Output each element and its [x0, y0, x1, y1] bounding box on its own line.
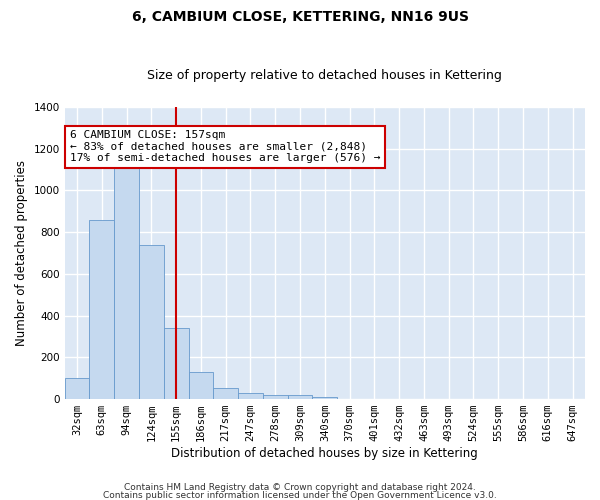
Bar — [114, 150, 139, 399]
Y-axis label: Number of detached properties: Number of detached properties — [15, 160, 28, 346]
Bar — [263, 395, 287, 399]
Text: Contains public sector information licensed under the Open Government Licence v3: Contains public sector information licen… — [103, 491, 497, 500]
Title: Size of property relative to detached houses in Kettering: Size of property relative to detached ho… — [148, 69, 502, 82]
Bar — [65, 378, 89, 399]
Bar — [164, 328, 188, 399]
Text: Contains HM Land Registry data © Crown copyright and database right 2024.: Contains HM Land Registry data © Crown c… — [124, 484, 476, 492]
Bar — [238, 394, 263, 399]
Bar — [139, 244, 164, 399]
X-axis label: Distribution of detached houses by size in Kettering: Distribution of detached houses by size … — [172, 447, 478, 460]
Bar — [287, 396, 313, 399]
Bar — [89, 220, 114, 399]
Bar — [188, 372, 214, 399]
Text: 6, CAMBIUM CLOSE, KETTERING, NN16 9US: 6, CAMBIUM CLOSE, KETTERING, NN16 9US — [131, 10, 469, 24]
Bar — [214, 388, 238, 399]
Bar — [313, 397, 337, 399]
Text: 6 CAMBIUM CLOSE: 157sqm
← 83% of detached houses are smaller (2,848)
17% of semi: 6 CAMBIUM CLOSE: 157sqm ← 83% of detache… — [70, 130, 380, 164]
